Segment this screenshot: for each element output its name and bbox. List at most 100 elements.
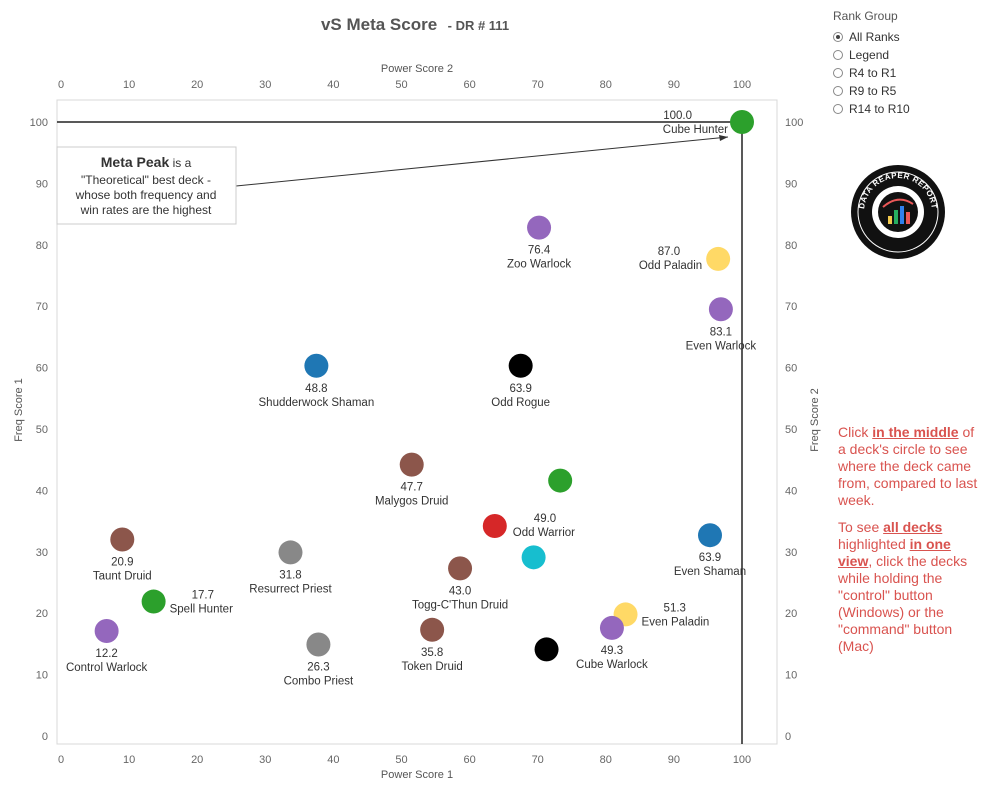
data-point[interactable]: [527, 215, 552, 240]
y2-tick-label: 0: [785, 731, 791, 743]
y-tick-label: 40: [36, 485, 48, 497]
data-point-name: Combo Priest: [284, 676, 354, 688]
data-point[interactable]: [304, 353, 329, 378]
y-tick-label: 100: [30, 117, 48, 129]
data-point-name: Cube Hunter: [663, 124, 728, 136]
meta-peak-callout: Meta Peak is a "Theoretical" best deck -…: [56, 135, 729, 225]
callout-arrow-head: [719, 135, 728, 141]
rank-option-label: R9 to R5: [849, 84, 897, 98]
callout-line-1: Meta Peak is a: [101, 154, 192, 170]
data-point-name: Odd Warrior: [513, 527, 575, 539]
chart-title: vS Meta Score - DR # 111: [321, 15, 509, 34]
data-point-name: Cube Warlock: [576, 659, 648, 671]
data-point-score: 48.8: [305, 383, 327, 395]
data-point[interactable]: [697, 523, 722, 548]
rank-group-title: Rank Group: [833, 9, 898, 23]
data-point[interactable]: [141, 589, 166, 614]
data-point[interactable]: [306, 632, 331, 657]
y-tick-label: 20: [36, 608, 48, 620]
plot-frame: [56, 99, 778, 745]
help-paragraph-1: Click in the middle of a deck's circle t…: [838, 424, 978, 508]
rank-group-filter: Rank Group All Ranks Legend R4 to R1 R9 …: [833, 9, 973, 118]
data-point[interactable]: [599, 615, 624, 640]
data-point-score: 26.3: [307, 662, 329, 674]
rank-option-r4-r1[interactable]: R4 to R1: [833, 64, 973, 82]
data-point[interactable]: [278, 540, 303, 565]
data-point[interactable]: [399, 452, 424, 477]
y-tick-label: 0: [42, 731, 48, 743]
y2-tick-label: 40: [785, 485, 797, 497]
data-point[interactable]: [706, 246, 731, 271]
data-point[interactable]: [482, 514, 507, 539]
y2-tick-label: 50: [785, 424, 797, 436]
data-point-name: Spell Hunter: [170, 604, 233, 616]
data-point[interactable]: [521, 545, 546, 570]
chart-title-sub: - DR # 111: [448, 18, 509, 33]
data-point-score: 20.9: [111, 557, 133, 569]
data-point[interactable]: [420, 617, 445, 642]
y-tick-label: 30: [36, 547, 48, 559]
y2-tick-label: 90: [785, 178, 797, 190]
data-point[interactable]: [448, 556, 473, 581]
rank-option-all-ranks[interactable]: All Ranks: [833, 28, 973, 46]
x-tick-label: 50: [395, 754, 407, 766]
data-point-name: Control Warlock: [66, 662, 148, 674]
data-point[interactable]: [708, 297, 733, 322]
y-tick-label: 60: [36, 363, 48, 375]
callout-line-2: "Theoretical" best deck -: [81, 173, 211, 187]
data-point-score: 83.1: [710, 326, 732, 338]
callout-line-3: whose both frequency and: [75, 188, 217, 202]
rank-option-r14-r10[interactable]: R14 to R10: [833, 100, 973, 118]
x-tick-label: 70: [532, 754, 544, 766]
x2-tick-label: 80: [600, 79, 612, 91]
data-point-score: 12.2: [95, 648, 117, 660]
data-point-score: 63.9: [509, 383, 531, 395]
callout-bold: Meta Peak: [101, 154, 170, 170]
x-tick-label: 80: [600, 754, 612, 766]
y2-tick-label: 60: [785, 363, 797, 375]
radio-icon[interactable]: [833, 68, 843, 78]
data-point-score: 49.3: [601, 645, 623, 657]
data-point[interactable]: [94, 619, 119, 644]
data-point-score: 47.7: [401, 482, 423, 494]
logo-bar-3: [900, 206, 904, 224]
x-tick-label: 10: [123, 754, 135, 766]
data-point[interactable]: [548, 468, 573, 493]
y-tick-label: 10: [36, 670, 48, 682]
logo-bar-4: [906, 212, 910, 224]
rank-option-r9-r5[interactable]: R9 to R5: [833, 82, 973, 100]
logo-scythe: [882, 198, 914, 208]
radio-icon[interactable]: [833, 32, 843, 42]
x2-tick-label: 10: [123, 79, 135, 91]
rank-option-label: All Ranks: [849, 30, 900, 44]
data-reaper-report-logo: DATA REAPER REPORT: [851, 165, 945, 259]
data-point-name: Malygos Druid: [375, 496, 449, 508]
x2-tick-label: 100: [733, 79, 751, 91]
x2-tick-label: 40: [327, 79, 339, 91]
data-point[interactable]: [730, 110, 754, 134]
chart-title-main: vS Meta Score: [321, 15, 437, 34]
data-point-name: Zoo Warlock: [507, 259, 571, 271]
y-tick-label: 50: [36, 424, 48, 436]
x-tick-label: 40: [327, 754, 339, 766]
data-point-score: 100.0: [663, 110, 692, 122]
callout-line1-rest: is a: [169, 156, 191, 170]
data-point-name: Even Paladin: [642, 616, 710, 628]
help-text: Click in the middle of a deck's circle t…: [838, 424, 983, 665]
x2-axis-title: Power Score 2: [381, 63, 453, 75]
rank-option-label: R4 to R1: [849, 66, 897, 80]
data-point[interactable]: [508, 353, 533, 378]
rank-option-legend[interactable]: Legend: [833, 46, 973, 64]
data-point[interactable]: [534, 637, 559, 662]
x-axis-title: Power Score 1: [381, 769, 453, 781]
radio-icon[interactable]: [833, 86, 843, 96]
y-axis-title: Freq Score 1: [13, 378, 25, 442]
data-point[interactable]: [110, 527, 135, 552]
x-tick-label: 100: [733, 754, 751, 766]
radio-icon[interactable]: [833, 50, 843, 60]
logo-bar-2: [894, 210, 898, 224]
x2-tick-label: 90: [668, 79, 680, 91]
x2-tick-label: 0: [58, 79, 64, 91]
radio-icon[interactable]: [833, 104, 843, 114]
